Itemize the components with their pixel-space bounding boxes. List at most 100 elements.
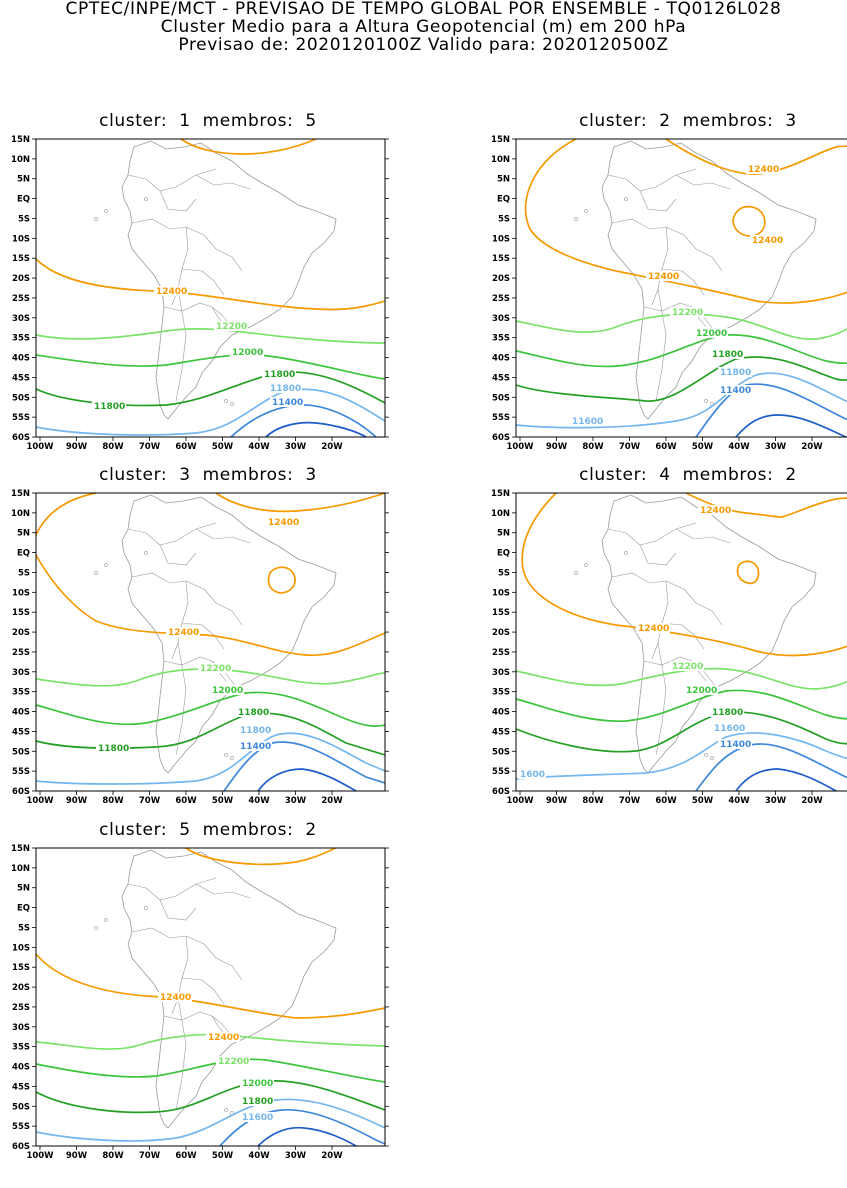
contour-11800 bbox=[35, 371, 386, 407]
lat-label: 10S bbox=[12, 943, 30, 953]
lon-label: 80W bbox=[102, 442, 124, 452]
contour-label-bg bbox=[684, 685, 718, 695]
country-border bbox=[181, 268, 225, 296]
contour-label-bg bbox=[210, 685, 244, 695]
contour-label-bg bbox=[710, 707, 744, 717]
contour-11800 bbox=[515, 711, 847, 753]
contour-label: 11800 bbox=[264, 370, 295, 380]
contour-label-bg bbox=[710, 349, 744, 359]
membros-number: 3 bbox=[305, 465, 317, 485]
contour-label-bg bbox=[718, 385, 752, 395]
contour-11800 bbox=[35, 712, 386, 756]
lat-label: 15N bbox=[11, 844, 30, 854]
island bbox=[584, 209, 588, 213]
lat-label: 40S bbox=[12, 354, 30, 364]
contour-label-bg bbox=[154, 286, 188, 296]
country-border bbox=[639, 190, 677, 212]
lat-label: 15N bbox=[11, 489, 30, 499]
lat-label: 50S bbox=[12, 393, 30, 403]
membros-label: membros: bbox=[682, 111, 774, 131]
lon-label: 60W bbox=[655, 442, 677, 452]
contour-label-bg bbox=[518, 769, 546, 779]
lon-label: 40W bbox=[728, 442, 750, 452]
contour-label-bg bbox=[270, 397, 304, 407]
contour-label: 12200 bbox=[218, 1057, 249, 1067]
country-border bbox=[159, 544, 197, 566]
island bbox=[704, 399, 708, 403]
lon-label: 30W bbox=[765, 796, 787, 806]
lon-label: 60W bbox=[175, 442, 197, 452]
contour-label: 11800 bbox=[238, 708, 269, 718]
lat-label: 50S bbox=[12, 747, 30, 757]
island bbox=[230, 756, 234, 760]
country-border bbox=[127, 877, 217, 901]
contour-label: 12400 bbox=[168, 628, 199, 638]
lat-label: 25S bbox=[12, 648, 30, 658]
contour-12400 bbox=[267, 566, 296, 594]
contour-11600 bbox=[35, 1098, 386, 1142]
panel-title: cluster: 1 membros: 5 bbox=[16, 111, 400, 131]
contour-label-bg bbox=[240, 1078, 274, 1088]
country-border bbox=[163, 302, 223, 316]
lat-label: 10S bbox=[12, 234, 30, 244]
country-border bbox=[675, 174, 731, 190]
lat-label: 25S bbox=[12, 294, 30, 304]
island bbox=[224, 399, 228, 403]
lat-label: 50S bbox=[12, 1102, 30, 1112]
contour-12400 bbox=[35, 953, 386, 1019]
contour-label-bg bbox=[266, 517, 300, 527]
contour-label-bg bbox=[712, 723, 746, 733]
island bbox=[624, 197, 628, 201]
contour-12000 bbox=[35, 354, 386, 380]
lon-label: 80W bbox=[582, 442, 604, 452]
lon-label: 90W bbox=[546, 442, 568, 452]
header-line-2: Cluster Medio para a Altura Geopotencial… bbox=[160, 17, 687, 37]
lon-label: 70W bbox=[619, 796, 641, 806]
contour-label: 12400 bbox=[700, 506, 731, 516]
island bbox=[224, 753, 228, 757]
lat-label: 15S bbox=[12, 608, 30, 618]
lon-label: 100W bbox=[506, 442, 534, 452]
lat-label: 50S bbox=[492, 393, 510, 403]
membros-label: membros: bbox=[202, 820, 294, 840]
lat-label: 30S bbox=[12, 314, 30, 324]
country-border bbox=[655, 642, 667, 756]
lat-label: 15S bbox=[12, 254, 30, 264]
country-border bbox=[607, 168, 697, 192]
cluster-number: 1 bbox=[179, 111, 191, 131]
island bbox=[574, 571, 578, 575]
coastline bbox=[601, 494, 817, 774]
lat-label: 45S bbox=[12, 1082, 30, 1092]
contour-12000 bbox=[35, 1058, 386, 1083]
contour-11800 bbox=[515, 356, 847, 402]
lon-label: 40W bbox=[248, 1151, 270, 1161]
geopotential-map: 12400 12400 12400 12200 12000 11800 11800 11400… bbox=[491, 135, 847, 452]
lat-label: 40S bbox=[492, 354, 510, 364]
lat-label: 15S bbox=[492, 254, 510, 264]
contour-label: 12400 bbox=[752, 236, 783, 246]
lat-label: 55S bbox=[12, 767, 30, 777]
contour-label: 11600 bbox=[714, 724, 745, 734]
contour-label: 12200 bbox=[200, 664, 231, 674]
country-border bbox=[159, 899, 197, 921]
contour-label: 11800 bbox=[242, 1097, 273, 1107]
lat-label: 30S bbox=[492, 314, 510, 324]
lon-label: 70W bbox=[139, 1151, 161, 1161]
contour-label: 12000 bbox=[686, 686, 717, 696]
country-border bbox=[175, 997, 187, 1111]
map-frame bbox=[515, 138, 847, 438]
contour-label: 12400 bbox=[648, 272, 679, 282]
country-border bbox=[611, 572, 723, 626]
lon-label: 30W bbox=[285, 1151, 307, 1161]
island bbox=[144, 551, 148, 555]
membros-number: 2 bbox=[785, 465, 797, 485]
lon-label: 20W bbox=[321, 442, 343, 452]
cluster-number: 4 bbox=[659, 465, 671, 485]
contour-label: 12000 bbox=[212, 686, 243, 696]
lat-label: 40S bbox=[12, 1063, 30, 1073]
lat-label: 20S bbox=[492, 628, 510, 638]
country-border bbox=[611, 218, 723, 272]
island bbox=[710, 756, 714, 760]
country-border bbox=[651, 226, 669, 306]
contour-label-bg bbox=[746, 164, 780, 174]
